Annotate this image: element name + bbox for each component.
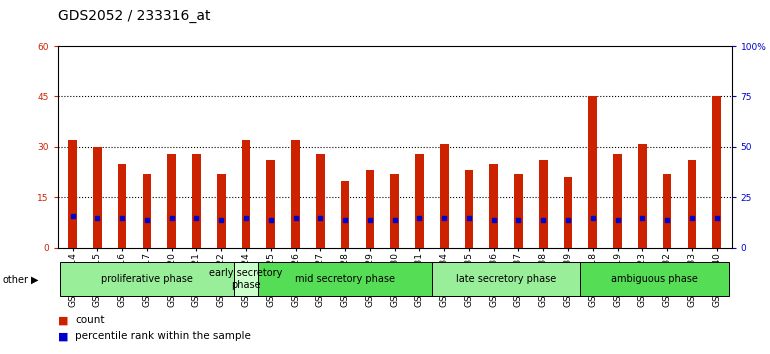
Text: proliferative phase: proliferative phase <box>101 274 192 284</box>
Bar <box>663 174 671 248</box>
Text: ■: ■ <box>58 331 69 341</box>
Bar <box>316 154 325 248</box>
Bar <box>192 154 201 248</box>
Bar <box>259 262 432 296</box>
Bar <box>217 174 226 248</box>
Bar <box>415 154 424 248</box>
Bar <box>366 171 374 248</box>
Bar <box>712 97 721 248</box>
Bar <box>390 174 399 248</box>
Bar <box>440 144 448 248</box>
Text: count: count <box>75 315 105 325</box>
Bar <box>242 140 250 248</box>
Text: percentile rank within the sample: percentile rank within the sample <box>75 331 251 341</box>
Bar <box>539 160 547 248</box>
Bar <box>432 262 581 296</box>
Bar <box>60 262 233 296</box>
Text: GDS2052 / 233316_at: GDS2052 / 233316_at <box>58 9 210 23</box>
Bar <box>118 164 126 248</box>
Bar <box>291 140 300 248</box>
Text: late secretory phase: late secretory phase <box>456 274 556 284</box>
Bar <box>341 181 350 248</box>
Bar <box>142 174 151 248</box>
Bar <box>588 97 597 248</box>
Text: ambiguous phase: ambiguous phase <box>611 274 698 284</box>
Bar <box>93 147 102 248</box>
Bar <box>490 164 498 248</box>
Bar <box>638 144 647 248</box>
Text: mid secretory phase: mid secretory phase <box>295 274 395 284</box>
Bar <box>233 262 259 296</box>
Text: early secretory
phase: early secretory phase <box>209 268 283 290</box>
Bar <box>69 140 77 248</box>
Bar <box>464 171 474 248</box>
Text: ▶: ▶ <box>31 275 38 285</box>
Bar <box>266 160 275 248</box>
Bar <box>514 174 523 248</box>
Bar <box>581 262 729 296</box>
Bar <box>167 154 176 248</box>
Bar <box>564 177 572 248</box>
Text: other: other <box>2 275 28 285</box>
Bar <box>688 160 696 248</box>
Bar <box>613 154 622 248</box>
Text: ■: ■ <box>58 315 69 325</box>
